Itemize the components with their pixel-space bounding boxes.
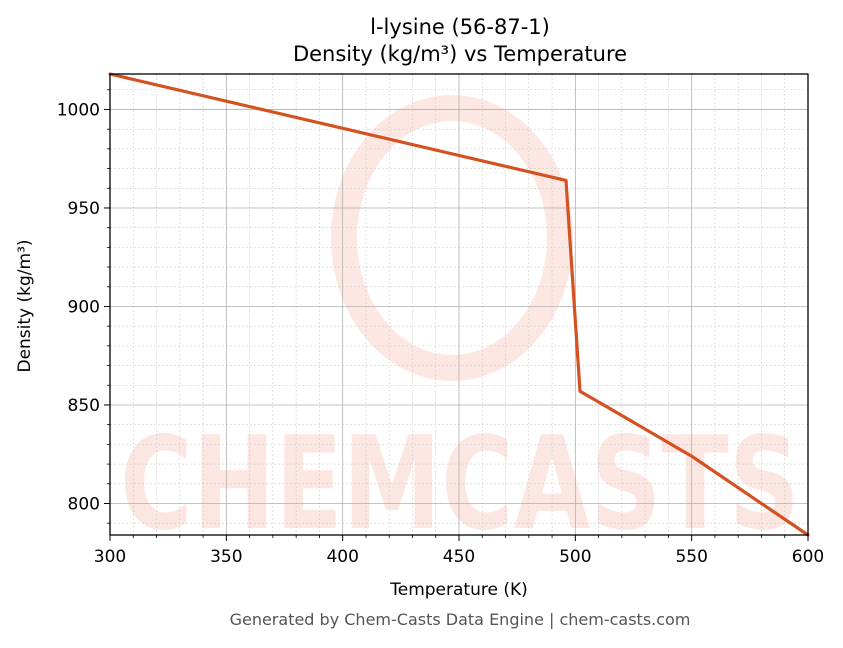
series-layer <box>108 72 810 537</box>
x-tick-label: 500 <box>559 547 591 567</box>
x-tick-label: 550 <box>675 547 707 567</box>
y-tick-label: 800 <box>68 494 100 514</box>
chart-title: l-lysine (56-87-1) <box>370 15 550 39</box>
watermark-ring <box>331 95 573 381</box>
x-tick-label: 300 <box>94 547 126 567</box>
x-tick-labels: 300 350 400 450 500 550 600 <box>94 547 824 567</box>
x-tick-label: 350 <box>210 547 242 567</box>
x-tick-label: 600 <box>792 547 824 567</box>
y-tick-label: 950 <box>68 199 100 219</box>
chart-subtitle: Density (kg/m³) vs Temperature <box>293 42 627 66</box>
footer-credit: Generated by Chem-Casts Data Engine | ch… <box>230 610 691 629</box>
y-axis-label: Density (kg/m³) <box>15 239 35 372</box>
watermark-text: CHEMCASTS <box>120 410 800 559</box>
y-tick-label: 850 <box>68 396 100 416</box>
chemcasts-watermark: CHEMCASTS <box>120 95 800 559</box>
y-tick-labels: 800 850 900 950 1000 <box>57 100 100 514</box>
y-tick-label: 1000 <box>57 100 100 120</box>
density-series-line <box>108 72 810 537</box>
y-tick-label: 900 <box>68 297 100 317</box>
axis-ticks <box>104 89 809 541</box>
x-tick-label: 400 <box>326 547 358 567</box>
x-axis-label: Temperature (K) <box>389 580 528 600</box>
x-tick-label: 450 <box>443 547 475 567</box>
